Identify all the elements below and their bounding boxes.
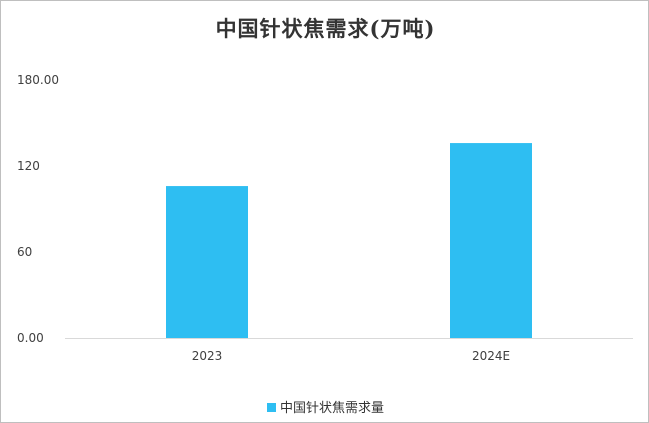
x-tick-label: 2023: [192, 349, 223, 363]
legend-swatch: [266, 403, 276, 412]
y-tick-label: 0.00: [17, 331, 44, 345]
y-tick-label: 120: [17, 159, 40, 173]
x-tick-label: 2024E: [472, 349, 510, 363]
y-tick-label: 60: [17, 245, 32, 259]
bar: [166, 186, 248, 338]
chart-title: 中国针状焦需求(万吨): [215, 16, 436, 41]
bar-chart: 0.00 60 120 180.00 2023 2024E: [17, 73, 633, 363]
y-tick-label: 180.00: [17, 73, 59, 87]
legend-label: 中国针状焦需求量: [279, 401, 384, 416]
legend: 中国针状焦需求量: [1, 397, 649, 416]
bar: [450, 143, 532, 338]
